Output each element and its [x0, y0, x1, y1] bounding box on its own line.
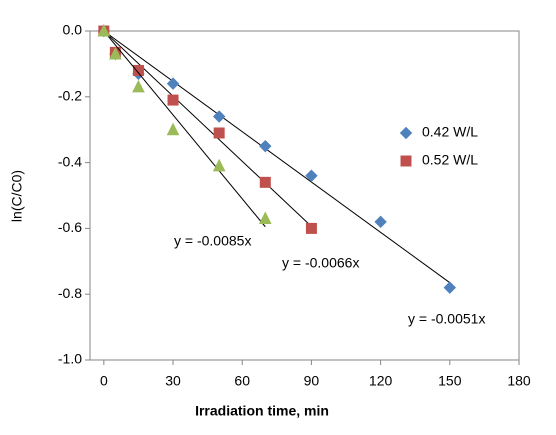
y-tick-label: -1.0 — [58, 351, 82, 367]
trendline-label: y = -0.0066x — [282, 255, 359, 271]
point — [166, 77, 180, 90]
y-tick-label: -0.8 — [58, 285, 82, 301]
point — [305, 169, 318, 182]
legend-marker — [399, 126, 413, 140]
x-axis-label: Irradiation time, min — [195, 403, 329, 419]
trendline — [103, 30, 266, 228]
legend-label: 0.42 W/L — [422, 124, 478, 140]
x-tick-label: 0 — [100, 373, 108, 389]
point — [258, 211, 272, 225]
point — [109, 46, 122, 60]
trendline — [103, 30, 312, 227]
x-tick-label: 60 — [234, 373, 250, 389]
y-tick-label: 0.0 — [63, 22, 83, 38]
point — [212, 110, 226, 123]
trendline — [103, 30, 451, 284]
point — [212, 158, 226, 172]
point — [166, 122, 180, 136]
point — [259, 176, 271, 188]
legend-marker — [400, 155, 412, 167]
x-tick-label: 120 — [369, 373, 393, 389]
point — [167, 94, 179, 106]
point — [259, 139, 272, 153]
trendline-label: y = -0.0051x — [408, 311, 485, 327]
y-tick-label: -0.4 — [58, 153, 82, 169]
y-tick-label: -0.2 — [58, 88, 82, 104]
point — [132, 79, 145, 93]
point — [305, 222, 317, 234]
legend-label: 0.52 W/L — [422, 152, 478, 168]
point — [443, 281, 457, 294]
trendline-label: y = -0.0085x — [174, 233, 251, 249]
point — [213, 127, 225, 139]
x-tick-label: 30 — [165, 373, 181, 389]
y-tick-label: -0.6 — [58, 219, 82, 235]
y-axis-label: ln(C/C0) — [9, 170, 25, 222]
point — [97, 23, 111, 37]
plot-frame — [89, 30, 520, 361]
point — [374, 215, 387, 229]
x-tick-label: 180 — [507, 373, 531, 389]
x-tick-label: 150 — [438, 373, 462, 389]
x-tick-label: 90 — [304, 373, 320, 389]
point — [132, 64, 144, 76]
